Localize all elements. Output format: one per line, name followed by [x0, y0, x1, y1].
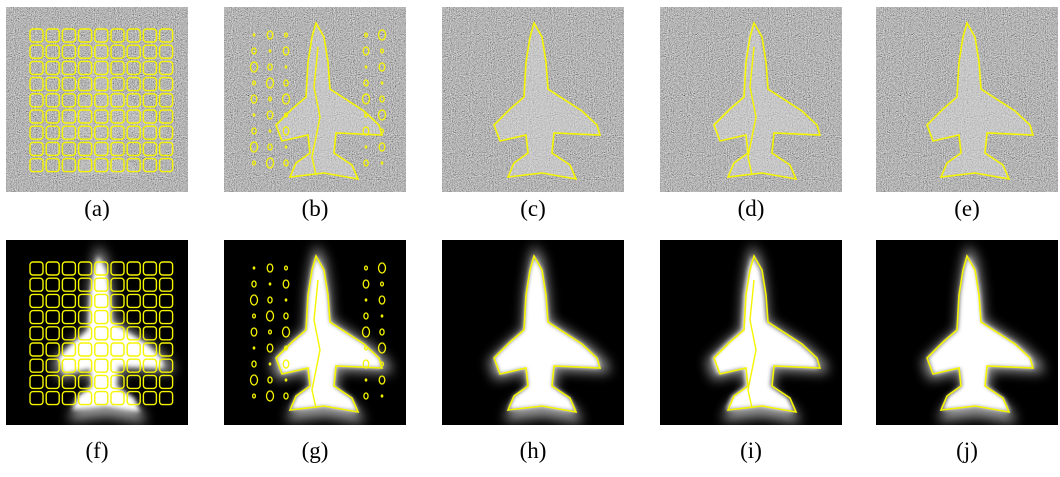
noise: [442, 7, 624, 192]
image-panel: [660, 240, 842, 425]
image-panel: [6, 240, 188, 425]
figure: (a) (b) (c) (d) (e) (f) (g) (h) (i) (j): [0, 0, 1060, 472]
panel-label: (d): [738, 196, 765, 221]
noise: [876, 7, 1058, 192]
panel-label: (c): [520, 196, 546, 221]
panel-label: (f): [86, 438, 109, 463]
noise: [6, 7, 188, 192]
image-panel: [6, 7, 188, 192]
image-panel: [442, 7, 624, 192]
image-panel: [224, 240, 406, 425]
image-panel: [876, 240, 1058, 425]
image-panel: [660, 7, 842, 192]
panel-label: (g): [302, 438, 329, 463]
panel-label: (j): [956, 438, 978, 463]
panel-label: (a): [84, 196, 110, 221]
panel-label: (i): [740, 438, 762, 463]
panel-label: (b): [302, 196, 329, 221]
image-panel: [876, 7, 1058, 192]
image-panel: [442, 240, 624, 425]
image-panel: [224, 7, 406, 192]
panel-label: (e): [954, 196, 980, 221]
panel-label: (h): [520, 438, 547, 463]
